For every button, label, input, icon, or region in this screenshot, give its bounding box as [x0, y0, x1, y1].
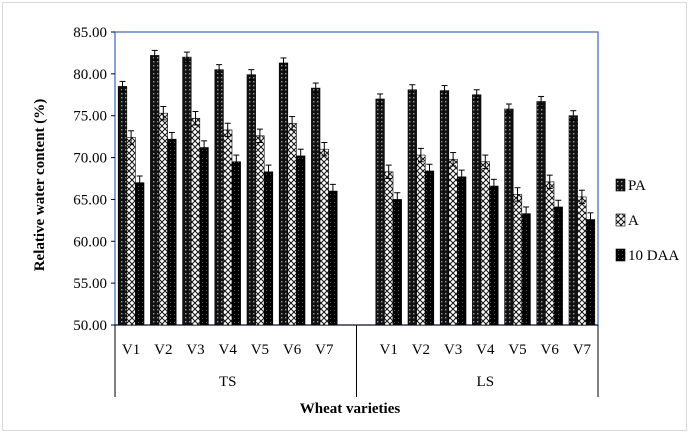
legend-label-10-daa: 10 DAA — [628, 248, 679, 264]
x-tick-label: V1 — [380, 342, 398, 358]
bar-ls-v5-10-daa — [521, 213, 531, 326]
bar-ls-v4-pa — [472, 94, 482, 326]
bar-ts-v4-10-daa — [231, 161, 241, 326]
y-tick-label: 75.00 — [73, 109, 107, 125]
bar-ts-v7-a — [319, 148, 329, 326]
x-tick-label: V3 — [444, 342, 462, 358]
bar-ts-v3-a — [190, 117, 201, 326]
bar-ls-v4-10-daa — [489, 185, 499, 326]
bar-ts-v6-a — [287, 122, 297, 326]
bar-ls-v7-pa — [568, 115, 578, 326]
bar-ls-v1-pa — [375, 98, 385, 326]
bar-ls-v3-pa — [439, 90, 450, 326]
bar-ls-v3-a — [448, 158, 458, 326]
bar-ls-v2-pa — [407, 89, 417, 326]
x-tick-label: V5 — [508, 342, 526, 358]
x-tick-label: V7 — [573, 342, 592, 358]
bar-ls-v6-10-daa — [553, 206, 563, 326]
y-tick-label: 50.00 — [73, 318, 107, 334]
bar-ts-v1-10-daa — [135, 182, 145, 326]
bar-ls-v1-10-daa — [392, 199, 402, 326]
bar-ts-v4-pa — [214, 69, 224, 326]
bar-ls-v2-a — [416, 154, 426, 326]
legend-swatch-a — [615, 213, 626, 227]
bar-ts-v3-10-daa — [199, 147, 209, 326]
bar-ts-v7-10-daa — [328, 190, 338, 326]
bar-ts-v6-pa — [278, 62, 289, 326]
x-tick-label: V6 — [541, 342, 560, 358]
bar-ls-v5-pa — [504, 108, 514, 326]
group-label-ts: TS — [219, 374, 237, 390]
x-tick-label: V4 — [476, 342, 495, 358]
bar-ts-v5-10-daa — [263, 171, 274, 326]
x-tick-label: V2 — [412, 342, 430, 358]
x-tick-label: V4 — [219, 342, 238, 358]
y-tick-label: 60.00 — [73, 234, 107, 250]
bar-ts-v5-a — [255, 135, 265, 326]
y-axis-title: Relative water content (%) — [32, 99, 48, 272]
bar-ts-v1-a — [126, 137, 136, 326]
x-tick-label: V3 — [186, 342, 204, 358]
bar-ls-v7-10-daa — [585, 219, 596, 326]
bar-ls-v1-a — [384, 171, 394, 326]
bar-ls-v7-a — [577, 196, 587, 326]
x-tick-label: V7 — [315, 342, 334, 358]
bar-ls-v2-10-daa — [424, 170, 435, 326]
x-axis-title: Wheat varieties — [300, 401, 401, 417]
y-tick-label: 70.00 — [73, 151, 107, 167]
bar-ts-v2-pa — [150, 55, 160, 326]
group-label-ls: LS — [477, 374, 495, 390]
legend-swatch-10-daa — [615, 248, 626, 262]
x-tick-label: V5 — [251, 342, 269, 358]
legend-label-pa: PA — [628, 178, 646, 194]
bar-ls-v5-a — [512, 194, 523, 326]
bar-ts-v1-pa — [117, 86, 128, 326]
bar-ts-v5-pa — [246, 74, 256, 326]
bar-ls-v3-10-daa — [457, 176, 467, 326]
x-tick-label: V1 — [122, 342, 140, 358]
bar-ts-v2-10-daa — [167, 138, 177, 326]
x-tick-label: V6 — [283, 342, 302, 358]
bar-ls-v6-pa — [536, 101, 546, 326]
y-tick-label: 80.00 — [73, 67, 107, 83]
y-tick-label: 65.00 — [73, 192, 107, 208]
bar-ls-v6-a — [545, 181, 555, 326]
bar-ts-v4-a — [223, 129, 233, 326]
bar-ts-v6-10-daa — [296, 155, 306, 326]
y-tick-label: 55.00 — [73, 276, 107, 292]
bar-ts-v3-pa — [182, 56, 192, 326]
bar-ts-v7-pa — [311, 87, 321, 326]
x-tick-label: V2 — [154, 342, 172, 358]
bar-ls-v4-a — [480, 161, 490, 326]
y-tick-label: 85.00 — [73, 25, 107, 41]
bar-ts-v2-a — [158, 112, 168, 326]
legend-swatch-pa — [615, 178, 626, 192]
legend: PA A 10 DAA — [615, 178, 679, 264]
legend-label-a: A — [628, 213, 639, 229]
